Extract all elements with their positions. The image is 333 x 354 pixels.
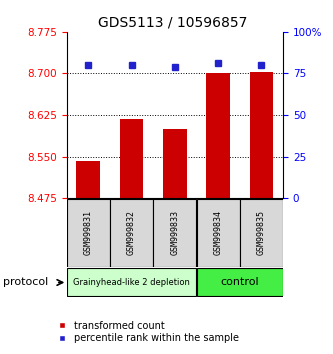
Bar — [206, 74, 230, 198]
Bar — [67, 199, 110, 267]
Legend: transformed count, percentile rank within the sample: transformed count, percentile rank withi… — [48, 317, 243, 347]
Text: GSM999835: GSM999835 — [257, 210, 266, 255]
Text: GDS5113 / 10596857: GDS5113 / 10596857 — [99, 16, 248, 30]
Bar — [76, 160, 100, 198]
Bar — [163, 129, 187, 198]
Bar — [197, 268, 283, 296]
Bar — [240, 199, 283, 267]
Text: GSM999832: GSM999832 — [127, 210, 136, 255]
Bar — [249, 72, 273, 198]
Text: GSM999834: GSM999834 — [213, 210, 223, 255]
Bar — [67, 268, 196, 296]
Text: control: control — [220, 277, 259, 287]
Bar — [154, 199, 196, 267]
Text: protocol: protocol — [3, 278, 49, 287]
Bar — [120, 119, 144, 198]
Bar — [197, 199, 239, 267]
Text: GSM999833: GSM999833 — [170, 210, 179, 255]
Bar — [110, 199, 153, 267]
Text: GSM999831: GSM999831 — [84, 210, 93, 255]
Text: Grainyhead-like 2 depletion: Grainyhead-like 2 depletion — [73, 278, 190, 287]
